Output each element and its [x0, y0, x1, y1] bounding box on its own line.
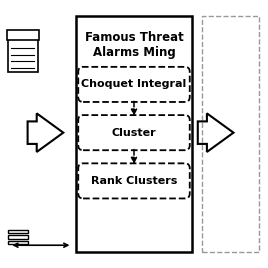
Bar — [8, 230, 28, 233]
FancyBboxPatch shape — [78, 115, 190, 150]
Bar — [7, 30, 39, 40]
Bar — [8, 235, 28, 239]
FancyBboxPatch shape — [78, 163, 190, 198]
Bar — [8, 39, 38, 72]
Text: Cluster: Cluster — [112, 128, 156, 138]
FancyBboxPatch shape — [78, 67, 190, 102]
Bar — [202, 16, 259, 252]
Text: Rank Clusters: Rank Clusters — [91, 176, 177, 186]
Text: Famous Threat
Alarms Ming: Famous Threat Alarms Ming — [85, 31, 183, 59]
Text: Choquet Integral: Choquet Integral — [81, 79, 187, 90]
Bar — [8, 241, 28, 244]
Bar — [76, 16, 192, 252]
